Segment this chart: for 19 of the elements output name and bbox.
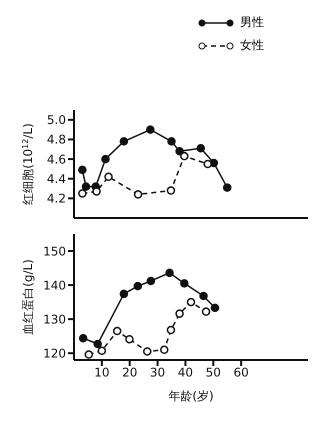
x-axis-title: 年龄(岁) [168,389,214,403]
y-tick-label: 4.6 [46,152,66,166]
x-tick-label: 50 [206,366,221,380]
y-tick-label: 4.8 [46,132,66,147]
y-tick-label: 120 [43,346,66,360]
legend-label: 男性 [240,14,264,31]
y-tick-label: 140 [43,278,66,292]
y-tick-label: 4.2 [46,192,66,206]
y-tick-label: 130 [43,312,66,326]
x-tick-label: 10 [94,366,110,380]
x-tick-label: 60 [234,366,249,380]
x-tick-label: 30 [150,366,166,380]
x-tick-label: 40 [178,366,194,380]
y-tick-label: 4.4 [46,172,66,186]
y-axis-title: 血红蛋白(g/L) [21,259,35,335]
legend-label: 女性 [240,37,264,54]
y-tick-label: 5.0 [46,113,66,128]
x-tick-label: 20 [122,366,138,380]
y-tick-label: 150 [43,244,66,258]
